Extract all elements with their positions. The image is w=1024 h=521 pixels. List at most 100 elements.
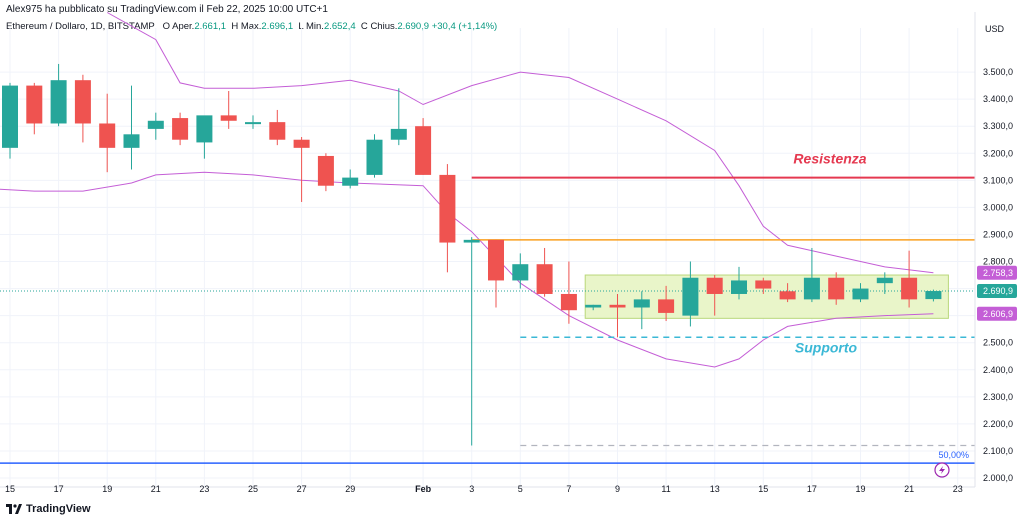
candle-body	[220, 115, 237, 121]
time-tick-label: 17	[807, 484, 817, 494]
high-prefix: Max.	[240, 21, 262, 32]
time-tick-label: 15	[758, 484, 768, 494]
candle-body	[609, 304, 626, 308]
candle-body	[74, 80, 91, 124]
price-tick-label: 3.500,0	[983, 67, 1013, 77]
time-tick-label: 11	[661, 484, 670, 494]
candle-body	[536, 264, 553, 294]
price-tag-label: 2.758,3	[983, 268, 1013, 278]
price-tick-label: 2.000,0	[983, 473, 1013, 483]
price-tick-label: 2.500,0	[983, 338, 1013, 348]
candle-body	[560, 293, 577, 311]
candle-body	[2, 85, 18, 148]
candle-body	[439, 174, 456, 243]
candle-body	[390, 128, 407, 140]
candle-body	[828, 277, 845, 300]
publisher-line: Alex975 ha pubblicato su TradingView.com…	[6, 4, 328, 15]
low-prefix: Min.	[305, 21, 324, 32]
time-tick-label: 21	[151, 484, 161, 494]
resistance-label: Resistenza	[793, 151, 866, 167]
symbol-legend: Ethereum / Dollaro, 1D, BITSTAMP O Aper.…	[6, 21, 497, 32]
candle-body	[245, 122, 261, 125]
time-tick-label: 23	[199, 484, 209, 494]
price-tick-label: 3.200,0	[983, 148, 1013, 158]
fib-50-label: 50,00%	[938, 450, 969, 460]
high-label: H	[231, 21, 239, 32]
time-tick-label: 19	[102, 484, 112, 494]
price-tag-label: 2.606,9	[983, 309, 1013, 319]
bollinger-upper-line	[106, 12, 934, 274]
candle-body	[50, 80, 67, 124]
time-tick-label: 25	[248, 484, 258, 494]
high-value: 2.696,1	[261, 21, 294, 32]
support-label: Supporto	[795, 339, 858, 355]
time-tick-label: 7	[566, 484, 571, 494]
close-value: 2.690,9	[397, 21, 430, 32]
close-label: C	[360, 21, 368, 32]
price-tag	[977, 284, 1017, 299]
time-tick-label: 29	[345, 484, 355, 494]
time-tick-label: 13	[710, 484, 720, 494]
candle-body	[755, 280, 772, 289]
candle-body	[682, 277, 699, 316]
candle-body	[901, 277, 918, 300]
open-value: 2.661,1	[194, 21, 227, 32]
open-label: O	[162, 21, 171, 32]
price-tag	[977, 306, 1017, 321]
time-tick-label: 17	[54, 484, 64, 494]
time-tick-label: 9	[615, 484, 620, 494]
candle-body	[415, 126, 432, 175]
candle-body	[342, 177, 359, 186]
candle-body	[172, 118, 189, 140]
candle-body	[706, 277, 723, 294]
price-tick-label: 2.200,0	[983, 419, 1013, 429]
bollinger-lower-line	[0, 171, 934, 368]
candle-body	[123, 134, 140, 148]
price-tag	[977, 265, 1017, 280]
price-tick-label: 2.800,0	[983, 257, 1013, 267]
candle-body	[366, 139, 383, 175]
time-tick-label: 19	[855, 484, 865, 494]
price-tick-label: 3.000,0	[983, 202, 1013, 212]
time-tick-label: Feb	[415, 484, 432, 494]
candle-body	[99, 123, 116, 148]
price-tick-label: 2.900,0	[983, 229, 1013, 239]
symbol-name: Ethereum / Dollaro, 1D, BITSTAMP	[6, 21, 155, 32]
time-tick-label: 15	[5, 484, 15, 494]
candle-body	[269, 122, 286, 140]
candle-body	[633, 299, 650, 308]
price-tick-label: 3.400,0	[983, 94, 1013, 104]
price-tick-label: 3.300,0	[983, 121, 1013, 131]
flash-icon-bolt	[939, 466, 945, 474]
tradingview-footer: TradingView	[6, 503, 91, 515]
candle-body	[731, 280, 747, 294]
candle-body	[585, 304, 602, 308]
candle-body	[925, 291, 942, 300]
candle-body	[293, 139, 310, 148]
price-tick-label: 3.100,0	[983, 175, 1013, 185]
candle-body	[463, 239, 480, 243]
time-tick-label: 23	[953, 484, 963, 494]
time-tick-label: 27	[297, 484, 307, 494]
price-tick-label: 2.300,0	[983, 392, 1013, 402]
tradingview-logo-icon	[6, 504, 22, 514]
candle-body	[876, 277, 893, 284]
close-prefix: Chius.	[370, 21, 398, 32]
tradingview-brand: TradingView	[26, 503, 91, 515]
open-prefix: Aper.	[172, 21, 195, 32]
price-tick-label: 2.400,0	[983, 365, 1013, 375]
price-tag-label: 2.690,9	[983, 286, 1013, 296]
candle-body	[803, 277, 820, 300]
candle-body	[147, 120, 164, 129]
time-tick-label: 5	[518, 484, 523, 494]
candle-body	[779, 291, 796, 300]
time-tick-label: 3	[469, 484, 474, 494]
low-value: 2.652,4	[323, 21, 356, 32]
candle-body	[317, 155, 334, 186]
change-value: +30,4 (+1,14%)	[431, 21, 498, 32]
candle-body	[658, 299, 675, 313]
low-label: L	[298, 21, 304, 32]
time-tick-label: 21	[904, 484, 914, 494]
price-tick-label: 2.100,0	[983, 446, 1013, 456]
